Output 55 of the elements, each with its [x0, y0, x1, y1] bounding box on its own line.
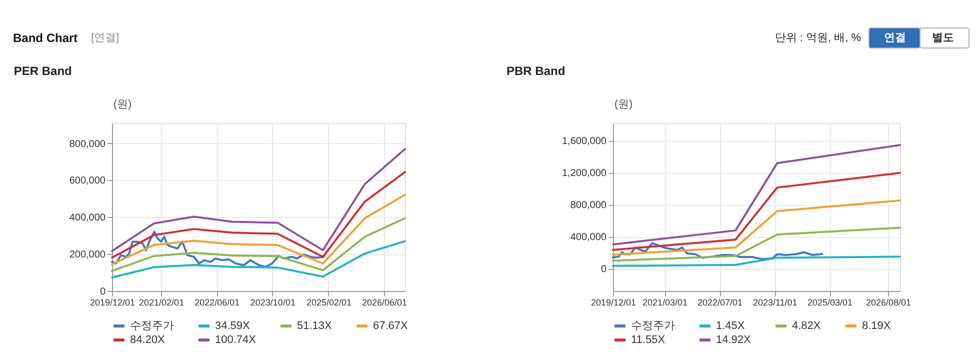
line-series — [612, 226, 901, 262]
legend-label: 14.92X — [716, 334, 752, 346]
x-tick-label: 2026/08/01 — [866, 298, 912, 308]
line-series — [612, 242, 824, 260]
legend-label: 34.59X — [215, 320, 251, 332]
text: 별도 — [932, 32, 954, 44]
y-tick-label: 1,600,000 — [562, 136, 607, 148]
x-tick-label: 2025/03/01 — [807, 298, 853, 308]
line-series — [111, 194, 406, 266]
y-tick-label: 200,000 — [69, 250, 106, 261]
x-tick-label: 2026/06/01 — [362, 298, 408, 308]
legend-label: 100.74X — [215, 334, 257, 346]
legend-label: 51.13X — [297, 320, 333, 332]
line-series — [612, 172, 901, 251]
legend-label: 수정주가 — [130, 320, 174, 332]
legend-label: 수정주가 — [631, 320, 675, 332]
y-tick-label: 0 — [600, 264, 607, 276]
legend-label: 1.45X — [716, 320, 746, 332]
legend-label: 4.82X — [792, 320, 822, 332]
x-tick-label: 2021/03/01 — [642, 298, 688, 308]
line-series — [111, 230, 325, 268]
line-series — [111, 171, 406, 259]
y-tick-label: 1,200,000 — [562, 168, 607, 180]
line-series — [612, 200, 901, 256]
legend-label: 84.20X — [130, 334, 166, 346]
x-tick-label: 2025/02/01 — [306, 298, 352, 308]
line-series — [111, 148, 406, 252]
x-tick-label: 2023/11/01 — [752, 298, 798, 308]
y-axis-title: (원) — [614, 98, 633, 110]
text: 단위 : 억원, 배, % — [774, 32, 862, 44]
x-tick-label: 2021/02/01 — [139, 298, 184, 308]
x-tick-label: 2019/12/01 — [90, 298, 136, 308]
line-series — [612, 256, 901, 267]
line-series — [612, 144, 901, 246]
text: 연결 — [884, 32, 906, 44]
text: [연결] — [91, 32, 120, 44]
y-tick-label: 800,000 — [69, 138, 106, 150]
x-tick-label: 2022/06/01 — [194, 298, 240, 308]
y-axis-title: (원) — [113, 98, 132, 110]
chart-title: PER Band — [14, 64, 72, 78]
y-tick-label: 800,000 — [570, 200, 607, 212]
legend-label: 67.67X — [373, 320, 409, 332]
legend-label: 11.55X — [631, 334, 666, 346]
line-series — [111, 217, 406, 272]
x-tick-label: 2023/10/01 — [250, 298, 296, 308]
y-tick-label: 600,000 — [69, 176, 106, 187]
y-tick-label: 400,000 — [570, 232, 607, 244]
legend-label: 8.19X — [862, 320, 892, 332]
chart-title: PBR Band — [506, 64, 566, 78]
x-tick-label: 2019/12/01 — [590, 298, 636, 308]
x-tick-label: 2022/07/01 — [697, 298, 743, 308]
y-tick-label: 400,000 — [69, 212, 106, 224]
line-series — [111, 240, 406, 279]
y-tick-label: 0 — [100, 286, 106, 298]
text: Band Chart — [13, 31, 78, 45]
